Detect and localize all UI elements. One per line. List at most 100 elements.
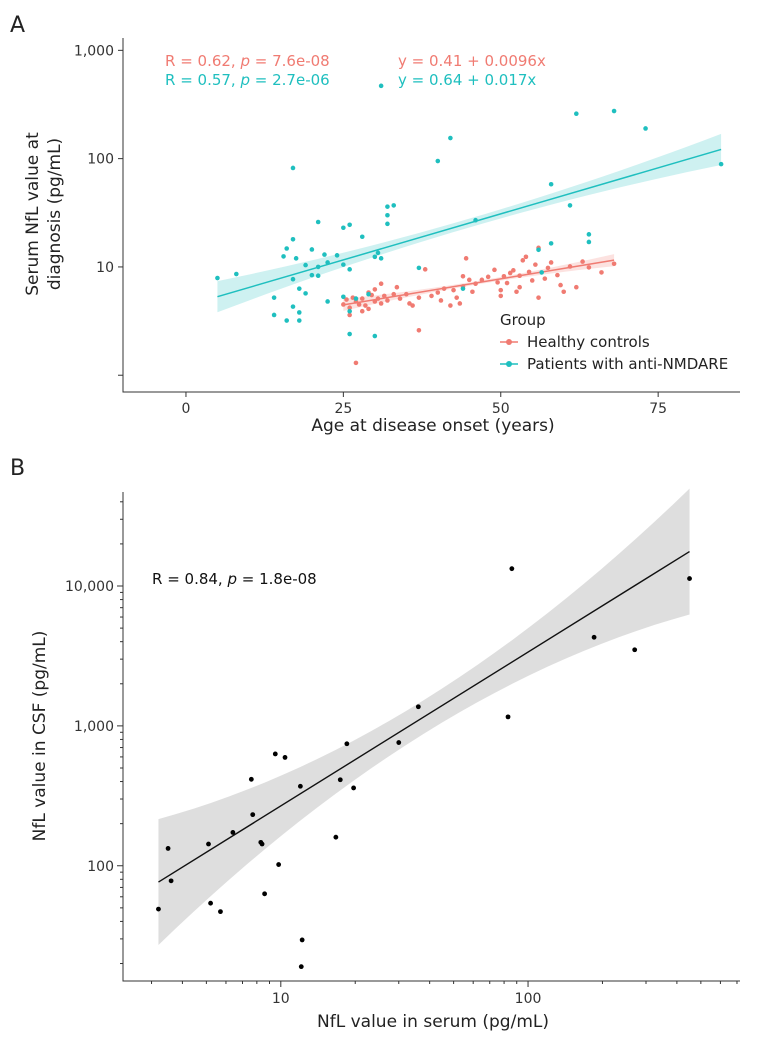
panel-a-y-ticks: 10 100 1,000 (74, 43, 123, 376)
data-point (250, 812, 256, 818)
data-point (359, 308, 365, 314)
panel-a-letter: A (10, 13, 25, 38)
data-point (435, 158, 441, 164)
data-point (448, 303, 453, 308)
data-point (454, 295, 459, 300)
data-point (375, 296, 381, 301)
data-point (495, 280, 500, 285)
data-point (466, 277, 472, 283)
data-point (322, 252, 327, 257)
data-point (341, 262, 346, 267)
data-point (591, 634, 597, 640)
data-point (248, 776, 254, 782)
panel-b-annotation-r: R = 0.84, p = 1.8e-08 (152, 570, 317, 588)
data-point (378, 256, 384, 261)
data-point (492, 267, 497, 273)
data-point (215, 275, 220, 281)
data-point (457, 301, 463, 306)
data-point (315, 264, 321, 270)
data-point (514, 289, 519, 295)
panel-b-axes (122, 492, 740, 982)
data-point (372, 299, 378, 304)
data-point (545, 265, 551, 271)
data-point (366, 306, 371, 312)
data-point (353, 296, 359, 301)
data-point (298, 964, 304, 970)
data-point (381, 293, 387, 299)
data-point (718, 161, 724, 167)
data-point (435, 290, 441, 295)
data-point (363, 303, 368, 308)
data-point (366, 291, 371, 297)
y-tick-label: 10,000 (65, 579, 114, 595)
data-point (206, 841, 211, 847)
data-point (347, 305, 352, 311)
data-point (438, 298, 444, 303)
data-point (284, 246, 289, 251)
legend-title: Group (500, 311, 546, 329)
data-point (271, 312, 277, 318)
data-point (463, 256, 469, 261)
data-point (378, 301, 384, 306)
legend-healthy-marker (506, 339, 512, 345)
data-point (218, 909, 223, 915)
data-point (460, 286, 466, 291)
data-point (422, 267, 428, 272)
data-point (271, 295, 277, 300)
data-point (262, 891, 268, 897)
panel-a-annotation-patients-r: R = 0.57, p = 2.7e-06 (165, 71, 330, 89)
data-point (281, 254, 286, 259)
data-point (276, 862, 282, 867)
data-point (347, 312, 352, 318)
data-point (341, 302, 346, 307)
data-point (347, 331, 352, 337)
data-point (234, 271, 239, 277)
data-point (344, 741, 350, 747)
data-point (460, 273, 466, 279)
data-point (429, 293, 434, 299)
data-point (507, 270, 513, 276)
y-tick-label: 10 (96, 260, 114, 276)
data-point (282, 755, 288, 760)
x-tick-label: 100 (515, 991, 542, 1007)
data-point (416, 295, 422, 300)
data-point (156, 906, 161, 912)
x-tick-label: 25 (334, 401, 352, 417)
data-point (536, 295, 541, 300)
data-point (315, 219, 321, 225)
data-point (505, 714, 511, 720)
panel-a-annotation-healthy-eq: y = 0.41 + 0.0096x (398, 52, 546, 70)
data-point (509, 566, 515, 572)
fit-line (217, 148, 722, 298)
data-point (385, 204, 390, 209)
x-tick-label: 50 (492, 401, 510, 417)
data-point (599, 270, 604, 275)
data-point (372, 287, 378, 292)
data-point (548, 260, 554, 265)
data-point (290, 276, 296, 282)
data-point (272, 751, 278, 757)
data-point (470, 289, 475, 295)
data-point (501, 273, 507, 279)
data-point (441, 286, 447, 291)
data-point (230, 830, 236, 835)
data-point (567, 264, 573, 269)
data-point (341, 225, 346, 231)
data-point (526, 269, 532, 275)
data-point (325, 260, 330, 265)
data-point (208, 900, 213, 906)
data-point (303, 291, 308, 296)
data-point (334, 253, 340, 258)
data-point (498, 287, 504, 293)
fit-line (158, 550, 690, 883)
panel-a-annotation-patients-eq: y = 0.64 + 0.017x (398, 71, 536, 89)
data-point (548, 241, 554, 246)
data-point (296, 318, 302, 323)
x-tick-label: 0 (181, 401, 190, 417)
data-point (296, 310, 302, 315)
data-point (303, 262, 308, 268)
data-point (309, 247, 315, 252)
data-point (586, 265, 592, 270)
data-point (511, 268, 516, 273)
